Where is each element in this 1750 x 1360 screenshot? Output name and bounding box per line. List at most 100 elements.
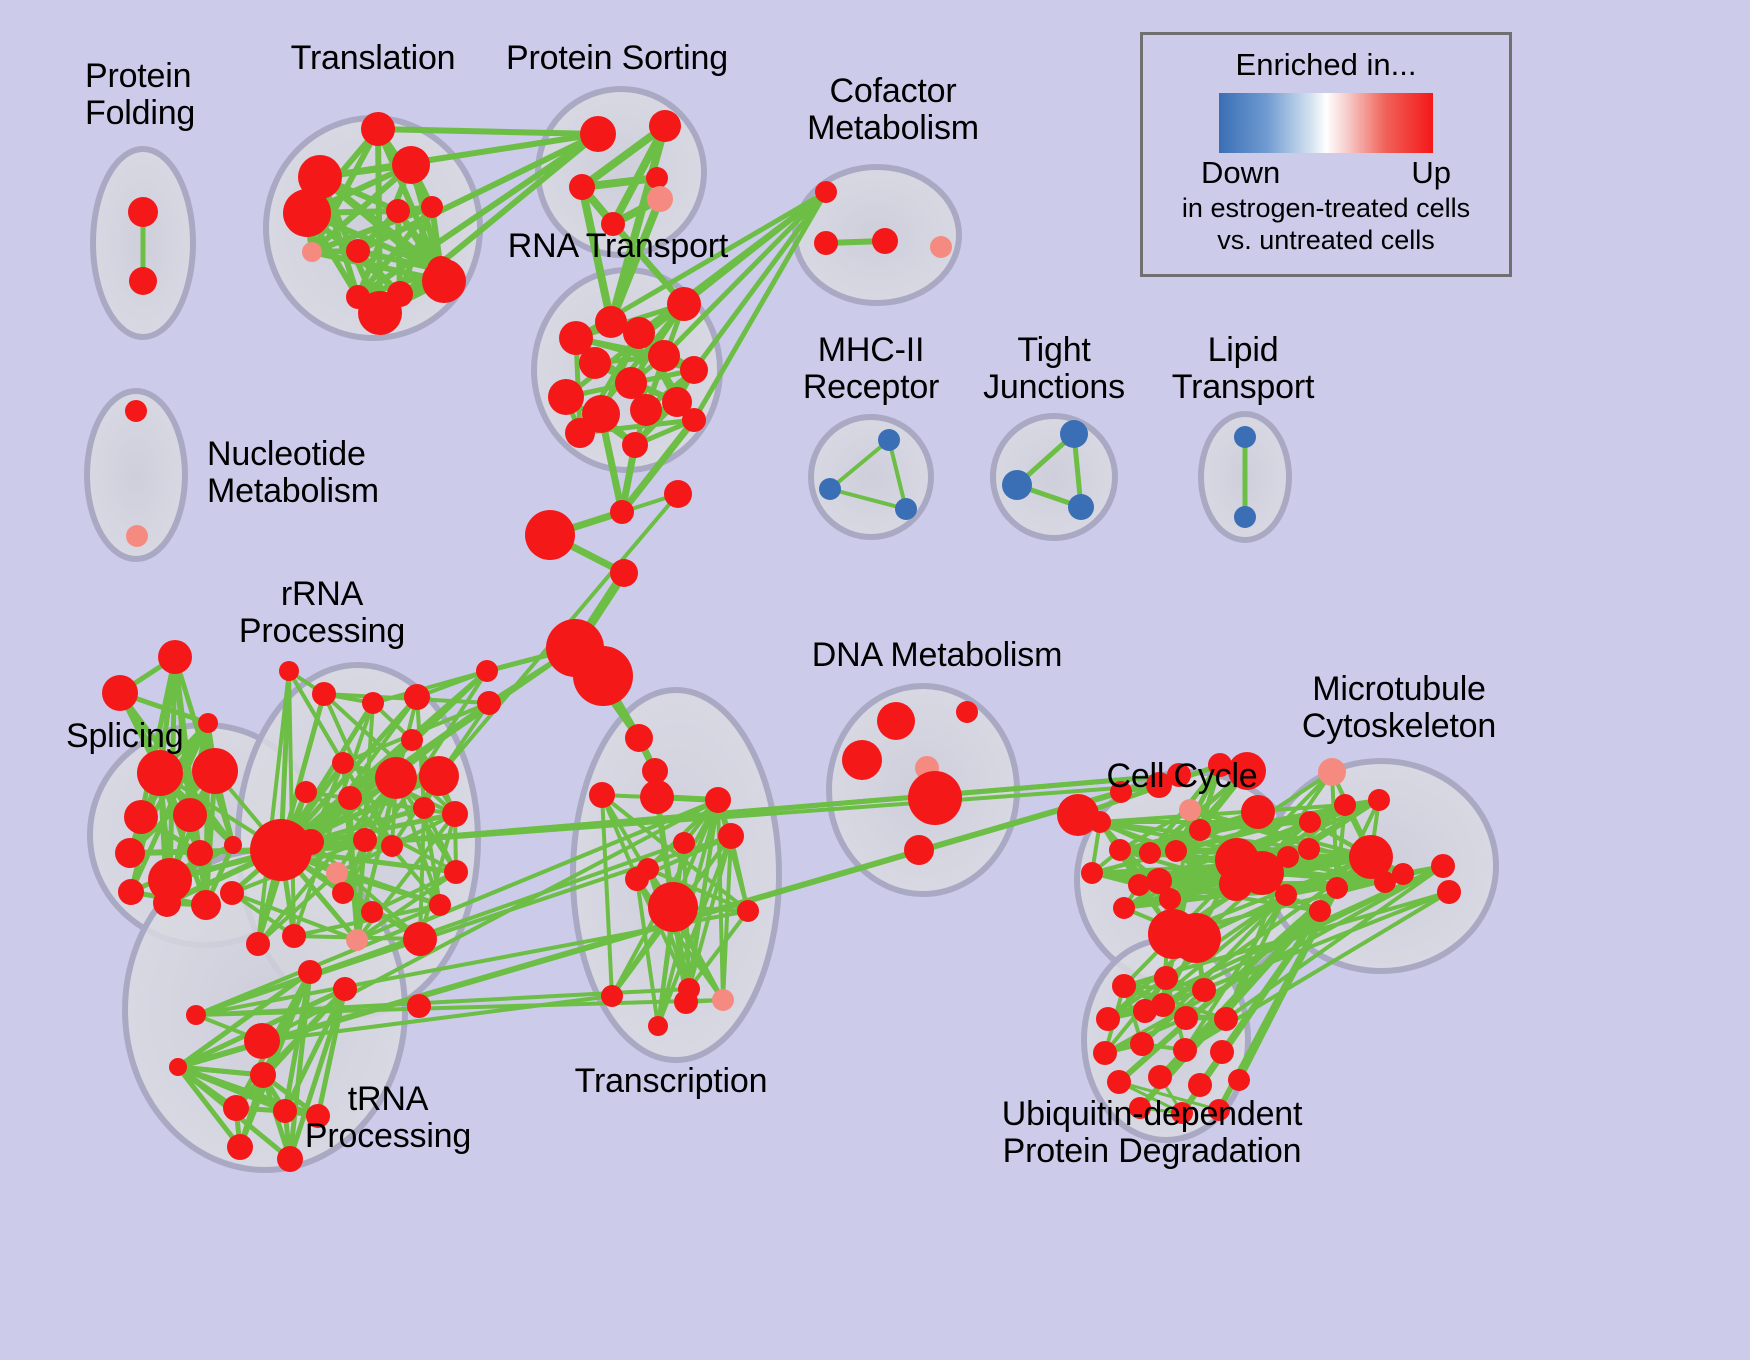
network-node[interactable] [646,167,668,189]
network-node[interactable] [1228,1069,1250,1091]
network-node[interactable] [477,691,501,715]
network-node[interactable] [648,882,698,932]
network-node[interactable] [1437,880,1461,904]
network-node[interactable] [298,829,324,855]
network-node[interactable] [819,478,841,500]
network-node[interactable] [1165,840,1187,862]
network-node[interactable] [1107,1070,1131,1094]
network-node[interactable] [326,862,348,884]
network-node[interactable] [404,684,430,710]
network-node[interactable] [361,901,383,923]
network-node[interactable] [569,174,595,200]
network-node[interactable] [298,960,322,984]
network-node[interactable] [1210,1040,1234,1064]
network-node[interactable] [1096,1007,1120,1031]
network-node[interactable] [1219,867,1253,901]
network-node[interactable] [1128,874,1150,896]
network-node[interactable] [1154,966,1178,990]
network-node[interactable] [1081,862,1103,884]
network-node[interactable] [625,867,649,891]
network-node[interactable] [580,116,616,152]
network-node[interactable] [128,197,158,227]
network-node[interactable] [422,259,466,303]
network-node[interactable] [1309,900,1331,922]
network-node[interactable] [642,758,668,784]
network-node[interactable] [814,231,838,255]
network-node[interactable] [476,660,498,682]
network-node[interactable] [712,989,734,1011]
network-node[interactable] [169,1058,187,1076]
network-node[interactable] [250,1062,276,1088]
network-node[interactable] [386,199,410,223]
network-node[interactable] [1214,1007,1238,1031]
network-node[interactable] [302,242,322,262]
network-node[interactable] [872,228,898,254]
network-node[interactable] [1148,909,1198,959]
network-node[interactable] [673,832,695,854]
network-node[interactable] [153,889,181,917]
network-node[interactable] [1130,1032,1154,1056]
network-node[interactable] [333,977,357,1001]
network-node[interactable] [1173,1038,1197,1062]
network-node[interactable] [158,640,192,674]
network-node[interactable] [573,646,633,706]
network-node[interactable] [353,828,377,852]
network-node[interactable] [118,879,144,905]
network-node[interactable] [429,894,451,916]
network-node[interactable] [191,890,221,920]
network-node[interactable] [346,239,370,263]
network-node[interactable] [1189,819,1211,841]
network-node[interactable] [403,922,437,956]
network-node[interactable] [1368,789,1390,811]
network-node[interactable] [124,800,158,834]
network-node[interactable] [392,146,430,184]
network-node[interactable] [1188,1073,1212,1097]
network-node[interactable] [362,692,384,714]
network-node[interactable] [579,347,611,379]
network-node[interactable] [718,823,744,849]
network-node[interactable] [1334,794,1356,816]
network-node[interactable] [1174,1006,1198,1030]
network-node[interactable] [283,189,331,237]
network-node[interactable] [224,836,242,854]
network-node[interactable] [705,787,731,813]
network-node[interactable] [401,729,423,751]
network-node[interactable] [1133,999,1157,1023]
network-node[interactable] [667,287,701,321]
network-node[interactable] [525,510,575,560]
network-node[interactable] [908,771,962,825]
network-node[interactable] [312,682,336,706]
network-node[interactable] [220,881,244,905]
network-node[interactable] [1277,846,1299,868]
network-node[interactable] [610,500,634,524]
network-node[interactable] [737,900,759,922]
network-node[interactable] [895,498,917,520]
network-node[interactable] [186,1005,206,1025]
network-node[interactable] [815,181,837,203]
network-node[interactable] [1109,839,1131,861]
network-node[interactable] [346,929,368,951]
network-node[interactable] [1159,888,1181,910]
network-node[interactable] [375,757,417,799]
network-node[interactable] [381,835,403,857]
network-node[interactable] [1113,897,1135,919]
network-node[interactable] [361,112,395,146]
network-node[interactable] [444,860,468,884]
network-node[interactable] [1431,854,1455,878]
network-node[interactable] [332,752,354,774]
network-node[interactable] [610,559,638,587]
network-node[interactable] [246,932,270,956]
network-node[interactable] [1241,795,1275,829]
network-node[interactable] [682,408,706,432]
network-node[interactable] [595,306,627,338]
network-node[interactable] [173,798,207,832]
network-node[interactable] [640,780,674,814]
network-node[interactable] [192,748,238,794]
network-node[interactable] [1192,978,1216,1002]
network-node[interactable] [244,1023,280,1059]
network-node[interactable] [1093,1041,1117,1065]
network-node[interactable] [878,429,900,451]
network-node[interactable] [198,713,218,733]
network-node[interactable] [413,797,435,819]
network-node[interactable] [1275,884,1297,906]
